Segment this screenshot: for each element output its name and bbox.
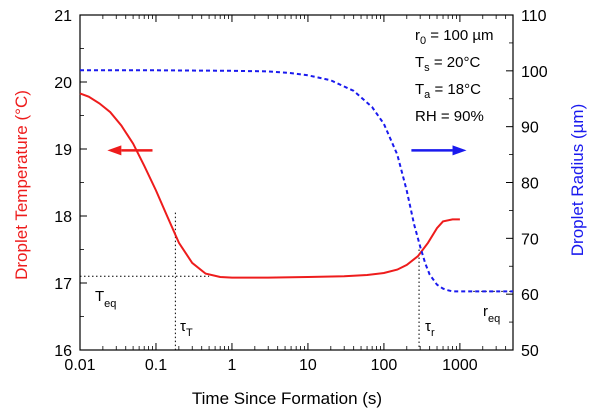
right-tick-label: 110	[521, 8, 547, 25]
right-tick-label: 70	[521, 231, 539, 248]
temperature-line	[79, 92, 460, 279]
axis-arrows	[107, 145, 467, 156]
left-tick-label: 20	[54, 75, 72, 92]
guide-lines	[80, 212, 513, 350]
left-tick-label: 21	[54, 8, 72, 25]
label-teq: Teq	[95, 288, 116, 310]
left-tick-label: 17	[54, 276, 72, 293]
right-y-axis-label: Droplet Radius (µm)	[568, 104, 587, 256]
x-tick-label: 1	[228, 357, 237, 374]
left-tick-label: 16	[54, 343, 72, 360]
right-tick-label: 60	[521, 287, 539, 304]
x-tick-label: 10	[299, 357, 317, 374]
x-tick-label: 1000	[442, 357, 478, 374]
left-tick-label: 19	[54, 142, 72, 159]
annotation-ts: Ts = 20°C	[415, 54, 480, 74]
label-tau-r: τr	[425, 318, 435, 339]
right-arrow-head	[452, 145, 467, 156]
left-y-axis: 16 17 18 19 20 21	[54, 8, 87, 360]
right-tick-label: 100	[521, 64, 548, 81]
left-tick-label: 18	[54, 209, 72, 226]
right-y-axis: 50 60 70 80 90 100 110	[506, 8, 548, 360]
right-tick-label: 50	[521, 343, 539, 360]
right-tick-label: 90	[521, 120, 539, 137]
right-tick-label: 80	[521, 176, 539, 193]
annotation-rh: RH = 90%	[415, 108, 484, 125]
x-tick-label: 0.1	[145, 357, 167, 374]
label-tau-t: τT	[180, 318, 193, 339]
series-lines	[79, 69, 513, 293]
label-req: req	[483, 303, 500, 325]
annotation-ta: Ta = 18°C	[415, 81, 481, 101]
annotation-r0: r0 = 100 µm	[415, 27, 494, 47]
x-tick-label: 0.01	[64, 357, 95, 374]
x-axis: 0.01 0.1 1 10 100 1000	[64, 15, 514, 374]
x-tick-label: 100	[371, 357, 398, 374]
radius-line	[80, 69, 513, 293]
left-y-axis-label: Droplet Temperature (°C)	[12, 90, 31, 280]
x-axis-label: Time Since Formation (s)	[192, 389, 382, 408]
left-arrow-head	[107, 145, 122, 156]
